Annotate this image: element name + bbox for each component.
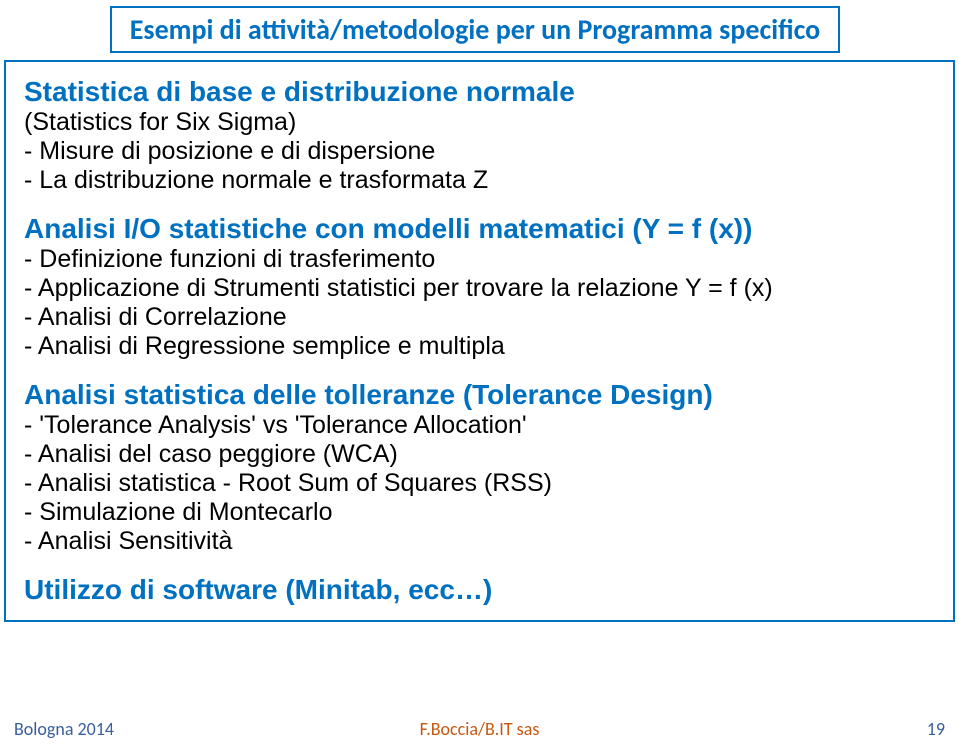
slide-footer: Bologna 2014 F.Boccia/B.IT sas 19: [14, 718, 945, 740]
bullet-item: - Misure di posizione e di dispersione: [24, 137, 935, 166]
bullet-item: - Simulazione di Montecarlo: [24, 498, 935, 527]
bullet-item: - Analisi statistica - Root Sum of Squar…: [24, 469, 935, 498]
bullet-item: - Analisi di Regressione semplice e mult…: [24, 332, 935, 361]
section-4: Utilizzo di software (Minitab, ecc…): [24, 574, 935, 606]
section-heading: Analisi I/O statistiche con modelli mate…: [24, 213, 935, 245]
slide-page: Esempi di attività/metodologie per un Pr…: [0, 0, 959, 746]
content-box: Statistica di base e distribuzione norma…: [4, 60, 955, 622]
section-heading: Utilizzo di software (Minitab, ecc…): [24, 574, 935, 606]
bullet-item: - Analisi del caso peggiore (WCA): [24, 440, 935, 469]
bullet-item: - Analisi Sensitività: [24, 527, 935, 556]
bullet-item: - Applicazione di Strumenti statistici p…: [24, 274, 935, 303]
slide-title: Esempi di attività/metodologie per un Pr…: [130, 12, 820, 47]
bullet-item: - Definizione funzioni di trasferimento: [24, 245, 935, 274]
section-heading: Analisi statistica delle tolleranze (Tol…: [24, 379, 935, 411]
footer-center: F.Boccia/B.IT sas: [420, 718, 540, 740]
bullet-item: - 'Tolerance Analysis' vs 'Tolerance All…: [24, 411, 935, 440]
title-box: Esempi di attività/metodologie per un Pr…: [110, 6, 840, 53]
section-heading: Statistica di base e distribuzione norma…: [24, 76, 935, 108]
bullet-item: - Analisi di Correlazione: [24, 303, 935, 332]
section-subheading: (Statistics for Six Sigma): [24, 108, 296, 136]
section-1: Statistica di base e distribuzione norma…: [24, 76, 935, 195]
bullet-item: - La distribuzione normale e trasformata…: [24, 166, 935, 195]
footer-right: 19: [927, 718, 945, 740]
footer-left: Bologna 2014: [14, 718, 114, 740]
section-2: Analisi I/O statistiche con modelli mate…: [24, 213, 935, 361]
section-3: Analisi statistica delle tolleranze (Tol…: [24, 379, 935, 556]
